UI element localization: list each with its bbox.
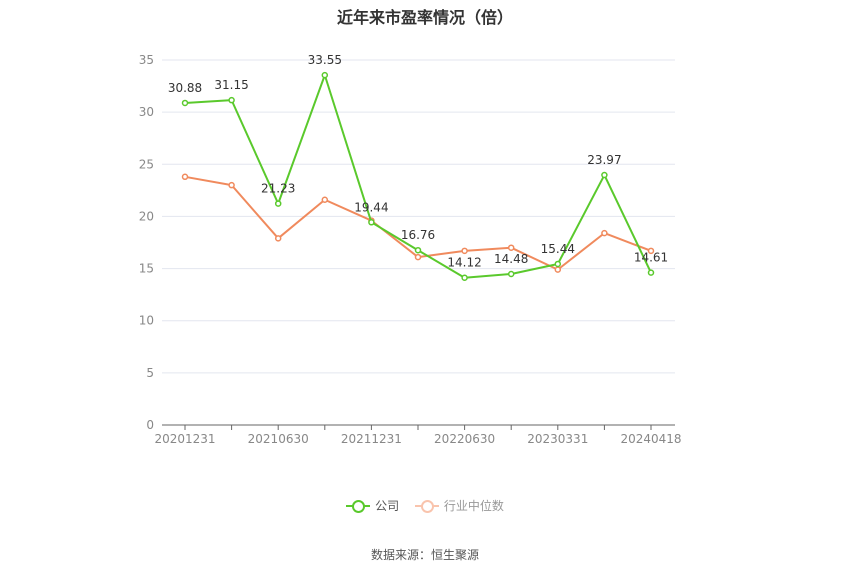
data-label: 19.44 bbox=[354, 200, 388, 214]
data-point-industry bbox=[321, 196, 329, 203]
y-tick-label: 5 bbox=[146, 366, 154, 380]
data-point-company bbox=[554, 260, 562, 268]
data-point-industry bbox=[601, 229, 608, 237]
data-point-company bbox=[461, 274, 468, 281]
data-point-company bbox=[368, 219, 375, 226]
data-point-company bbox=[228, 96, 235, 104]
data-point-company bbox=[647, 269, 655, 276]
y-tick-label: 0 bbox=[146, 418, 154, 432]
y-tick-label: 25 bbox=[139, 157, 154, 171]
legend-mark-industry bbox=[414, 499, 439, 513]
data-point-company bbox=[601, 171, 608, 179]
data-point-industry bbox=[554, 266, 562, 273]
data-label: 21.23 bbox=[261, 182, 295, 196]
data-point-industry bbox=[461, 247, 468, 255]
data-point-company bbox=[507, 270, 515, 278]
data-label: 16.76 bbox=[401, 228, 435, 242]
x-tick-label: 20210630 bbox=[248, 432, 309, 446]
data-point-industry bbox=[414, 253, 422, 261]
data-point-company bbox=[414, 246, 422, 254]
data-label: 14.12 bbox=[447, 256, 481, 270]
x-tick-label: 20201231 bbox=[154, 432, 215, 446]
data-point-company bbox=[321, 71, 329, 79]
data-label: 14.61 bbox=[634, 251, 668, 265]
legend-item-industry[interactable]: 行业中位数 bbox=[414, 497, 504, 514]
data-label: 23.97 bbox=[587, 153, 621, 167]
data-label: 33.55 bbox=[308, 53, 342, 67]
y-tick-label: 35 bbox=[139, 53, 154, 67]
legend-label-company: 公司 bbox=[375, 499, 400, 513]
data-point-company bbox=[274, 200, 282, 207]
data-label: 15.44 bbox=[541, 242, 575, 256]
x-tick-label: 20211231 bbox=[341, 432, 402, 446]
data-label: 31.15 bbox=[214, 78, 248, 92]
data-source: 数据来源：恒生聚源 bbox=[370, 548, 479, 562]
chart-legend: 公司 行业中位数 bbox=[0, 497, 850, 516]
y-tick-label: 30 bbox=[139, 105, 154, 119]
y-tick-label: 15 bbox=[139, 262, 154, 276]
data-label: 14.48 bbox=[494, 252, 528, 266]
legend-label-industry: 行业中位数 bbox=[443, 499, 504, 513]
x-tick-label: 20230331 bbox=[527, 432, 588, 446]
data-point-industry bbox=[228, 181, 235, 189]
legend-mark-company bbox=[346, 499, 371, 513]
x-tick-label: 20240418 bbox=[620, 432, 681, 446]
y-tick-label: 20 bbox=[139, 209, 154, 223]
chart-title: 近年来市盈率情况（倍） bbox=[336, 8, 513, 27]
data-point-industry bbox=[181, 173, 189, 181]
x-tick-label: 20220630 bbox=[434, 432, 495, 446]
data-point-industry bbox=[507, 244, 515, 251]
y-tick-label: 10 bbox=[139, 314, 154, 328]
data-point-industry bbox=[647, 247, 655, 255]
legend-item-company[interactable]: 公司 bbox=[346, 497, 399, 514]
data-point-industry bbox=[274, 235, 282, 242]
data-point-company bbox=[181, 99, 189, 107]
data-label: 30.88 bbox=[168, 81, 202, 95]
